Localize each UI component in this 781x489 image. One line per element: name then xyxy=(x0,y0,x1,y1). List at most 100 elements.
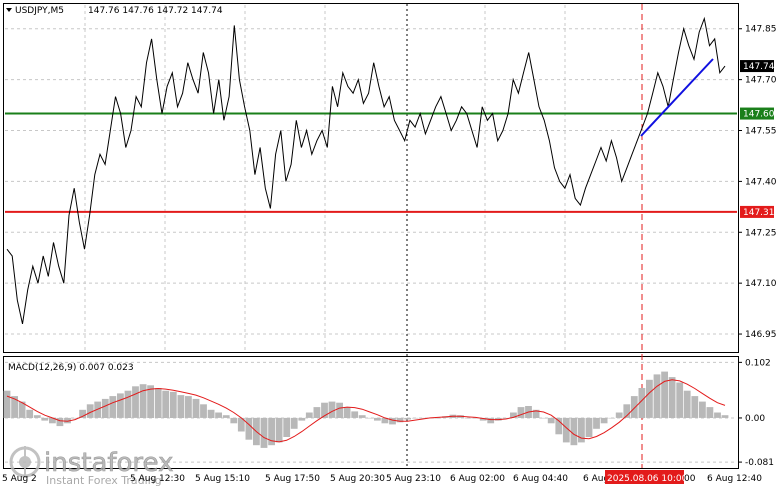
macd-hist-bar xyxy=(396,417,404,423)
macd-hist-bar xyxy=(585,417,593,437)
macd-hist-bar xyxy=(41,417,49,421)
time-label: 5 Aug 20:30 xyxy=(330,474,385,484)
macd-hist-bar xyxy=(207,409,215,418)
macd-hist-bar xyxy=(11,396,18,418)
price-tick-label: 146.95 xyxy=(745,330,777,340)
time-label: 6 Aug 12:40 xyxy=(707,474,762,484)
macd-hist-bar xyxy=(434,417,442,419)
time-label: 5 Aug 2 xyxy=(2,474,37,484)
macd-hist-bar xyxy=(608,417,616,419)
macd-hist-bar xyxy=(676,382,684,418)
macd-hist-bar xyxy=(117,393,124,418)
highlight-time-suffix: 00 xyxy=(684,474,696,484)
dropdown-triangle-icon[interactable] xyxy=(6,8,12,12)
macd-hist-bar xyxy=(328,401,336,418)
macd-hist-bar xyxy=(668,377,676,418)
price-tick-label: 147.85 xyxy=(745,25,777,35)
macd-hist-bar xyxy=(615,412,623,418)
time-label: 5 Aug 12:30 xyxy=(130,474,185,484)
macd-hist-bar xyxy=(653,374,661,418)
macd-hist-bar xyxy=(472,417,479,419)
macd-hist-bar xyxy=(502,417,510,419)
time-label: 6 Aug 04:40 xyxy=(513,474,568,484)
macd-hist-bar xyxy=(215,412,222,418)
instaforex-logo-icon xyxy=(9,446,41,478)
ohlc-values: 147.76 147.76 147.72 147.74 xyxy=(88,6,223,16)
macd-hist-bar xyxy=(547,417,555,424)
macd-hist-bar xyxy=(79,409,86,418)
symbol-label: USDJPY,M5 xyxy=(15,6,64,16)
macd-hist-bar xyxy=(192,398,200,418)
macd-hist-bar xyxy=(706,407,714,418)
macd-hist-bar xyxy=(26,409,34,418)
macd-hist-bar xyxy=(33,415,41,418)
price-tick-label: 147.10 xyxy=(745,279,777,289)
price-line xyxy=(6,16,726,325)
macd-hist-bar xyxy=(64,417,71,424)
macd-tick-label: 0.102 xyxy=(745,358,771,368)
trend-line xyxy=(640,58,714,137)
macd-hist-bar xyxy=(222,415,230,418)
price-axis: 147.85 147.70 147.55 147.40 147.25 147.10 146.… xyxy=(738,25,777,340)
macd-hist-bar xyxy=(268,417,275,446)
macd-hist-bar xyxy=(177,395,185,418)
macd-hist-bar xyxy=(298,417,306,421)
watermark-tagline: Instant Forex Trading xyxy=(46,474,162,487)
macd-hist-bar xyxy=(630,396,638,418)
macd-hist-bar xyxy=(283,417,291,437)
macd-axis: 0.102 0.00 -0.081 xyxy=(738,358,774,468)
level-lines xyxy=(5,112,737,213)
price-badge xyxy=(740,205,774,218)
price-badge-label: 147.60 xyxy=(743,110,775,120)
macd-hist-bar xyxy=(56,417,64,427)
price-badge xyxy=(740,107,774,120)
macd-tick-label: -0.081 xyxy=(745,458,774,468)
macd-hist-bar xyxy=(691,396,699,418)
macd-hist-bar xyxy=(464,417,472,419)
macd-hist-bar xyxy=(313,407,321,418)
macd-hist-bar xyxy=(71,417,79,419)
macd-hist-bar xyxy=(593,417,600,429)
macd-hist-bar xyxy=(562,417,570,443)
macd-hist-bar xyxy=(683,390,691,418)
time-axis: 5 Aug 2 5 Aug 12:30 5 Aug 15:10 5 Aug 17:50… xyxy=(2,474,762,484)
chart-header: USDJPY,M5 147.76 147.76 147.72 147.74 xyxy=(6,6,223,16)
macd-hist-bar xyxy=(623,404,631,418)
macd-signal-line xyxy=(6,379,726,443)
macd-hist-bar xyxy=(600,417,608,424)
highlight-time-badge: 2025.08.06 10:00 xyxy=(605,470,688,484)
macd-hist-bar xyxy=(555,417,563,435)
macd-hist-bar xyxy=(124,390,132,418)
macd-hist-bar xyxy=(18,401,26,418)
time-label: 6 Aug 02:00 xyxy=(450,474,505,484)
macd-hist-bar xyxy=(169,391,177,418)
price-tick-label: 147.55 xyxy=(745,127,777,137)
macd-hist-bar xyxy=(404,417,411,420)
price-tick-label: 147.25 xyxy=(745,228,777,238)
macd-hist-bar xyxy=(411,417,419,419)
macd-hist-bar xyxy=(661,371,668,418)
macd-hist-bar xyxy=(638,388,646,418)
macd-hist-bar xyxy=(139,384,147,418)
highlight-time-text: 2025.08.06 10:00 xyxy=(607,474,688,484)
macd-hist-bar xyxy=(336,402,343,418)
macd-hist-bar xyxy=(109,396,117,418)
macd-hist-bar xyxy=(245,417,253,440)
time-label: 5 Aug 23:10 xyxy=(386,474,441,484)
watermark-brand: instaforex xyxy=(44,448,173,478)
macd-hist-bar xyxy=(570,417,578,446)
macd-histogram xyxy=(3,371,729,448)
macd-hist-bar xyxy=(305,412,313,418)
macd-hist-bar xyxy=(101,398,109,418)
macd-hist-bar xyxy=(343,407,351,418)
macd-hist-bar xyxy=(487,417,495,424)
macd-hist-bar xyxy=(578,417,585,443)
macd-hist-bar xyxy=(646,379,653,418)
instaforex-watermark: instaforex Instant Forex Trading xyxy=(9,446,174,487)
price-tick-label: 147.40 xyxy=(745,177,777,187)
macd-hist-bar xyxy=(321,402,328,418)
time-label: 6 Aug xyxy=(583,474,609,484)
macd-hist-bar xyxy=(714,412,721,418)
macd-hist-bar xyxy=(132,386,139,418)
macd-label: MACD(12,26,9) 0.007 0.023 xyxy=(8,363,134,373)
